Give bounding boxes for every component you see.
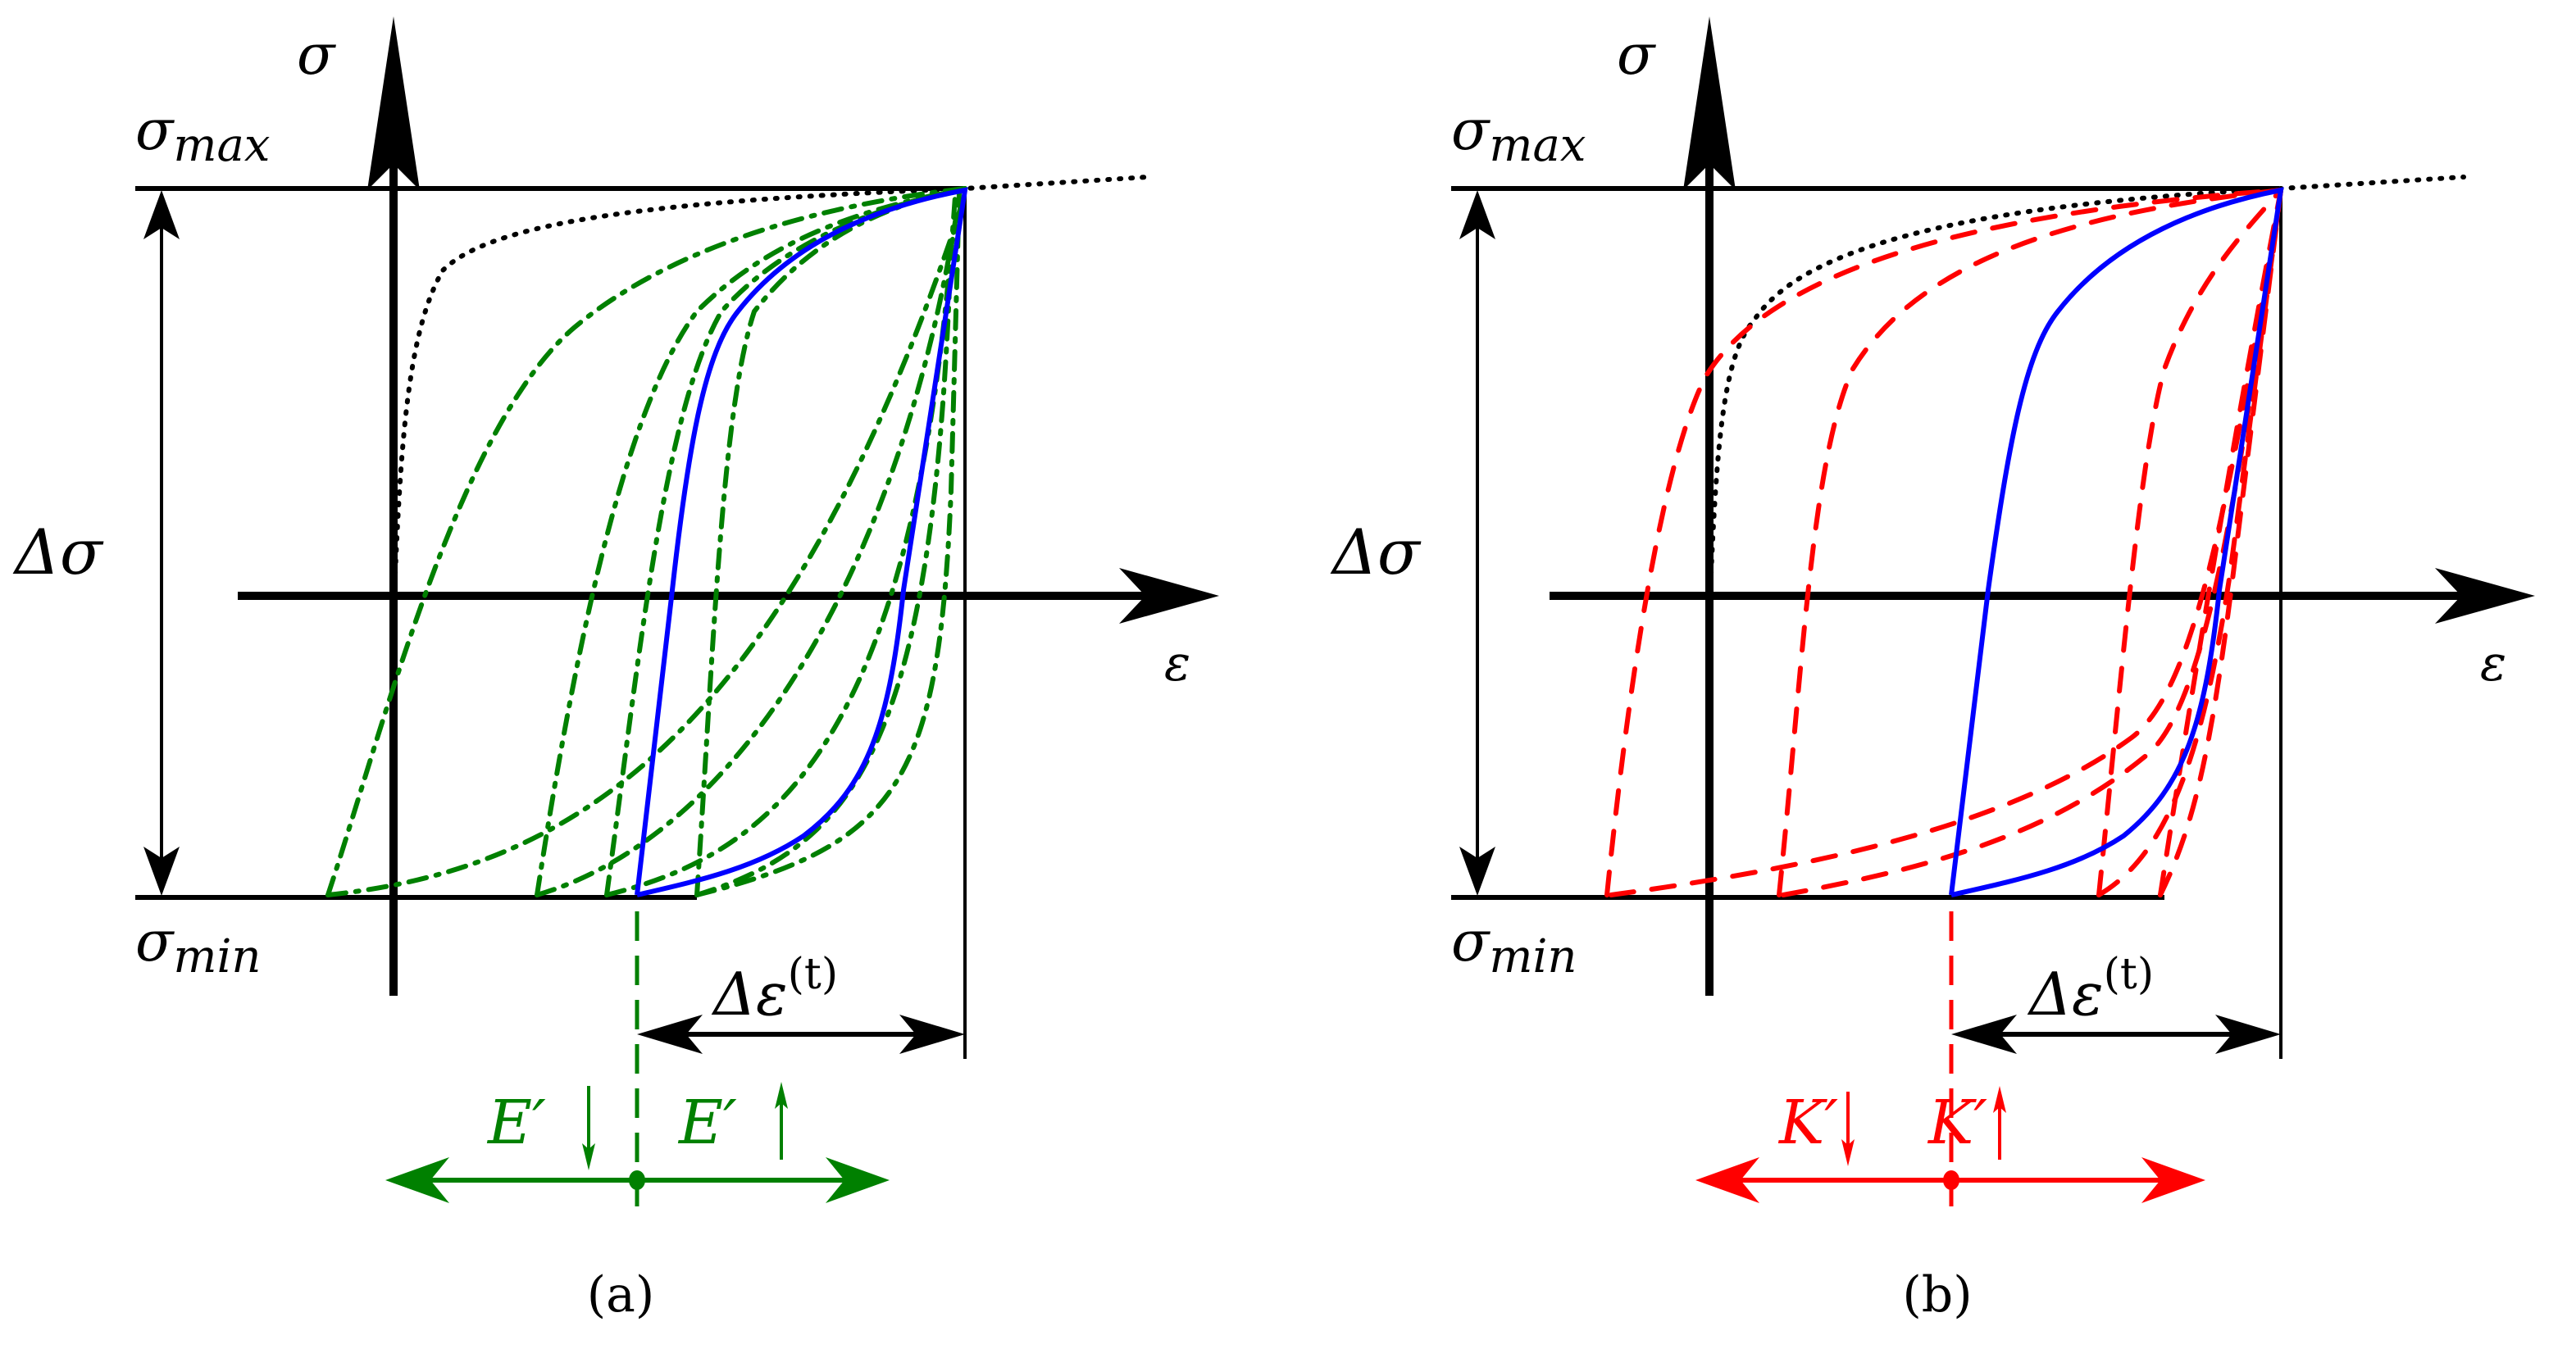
E-prime-increase-arrowhead-icon	[775, 1082, 788, 1109]
E-prime-arrowhead-left-icon	[385, 1157, 449, 1203]
E-prime-decrease-arrowhead-icon	[582, 1143, 595, 1170]
panel-b-caption: (b)	[1902, 1266, 1972, 1324]
varied-K-curves	[1604, 188, 2283, 897]
E-prime-right-label: E′	[677, 1088, 737, 1158]
E-prime-left-label: E′	[486, 1088, 546, 1158]
epsilon-axis-arrowhead-icon	[1119, 568, 1219, 624]
delta-eps-arrowhead-left-icon	[637, 1015, 703, 1054]
sigma-axis-arrowhead-icon	[1683, 16, 1736, 190]
delta-sigma-label: Δσ	[12, 516, 104, 588]
K-prime-arrowhead-right-icon	[2141, 1157, 2205, 1203]
K-prime-right-label: K′	[1927, 1088, 1987, 1158]
epsilon-axis-label: ε	[1164, 635, 1190, 693]
monotonic-curve	[1709, 175, 2466, 576]
sigma-max-label: σmax	[1451, 98, 1586, 172]
panel-a-caption: (a)	[587, 1266, 655, 1324]
K-prime-increase-arrowhead-icon	[1993, 1086, 2006, 1113]
sigma-axis-label: σ	[297, 23, 336, 88]
delta-eps-arrowhead-right-icon	[899, 1015, 965, 1054]
panel-b: σ σmax σmin Δσ ε Δε(t) K′ K′ (b)	[1330, 16, 2535, 1324]
panel-a: σ σmax σmin Δσ ε Δε(t) E′ E′ (a)	[12, 16, 1219, 1324]
monotonic-curve	[393, 175, 1150, 576]
delta-sigma-arrowhead-down-icon	[143, 847, 180, 896]
K-prime-arrowhead-left-icon	[1695, 1157, 1759, 1203]
delta-eps-label: Δε(t)	[711, 950, 838, 1029]
varied-E-curves	[325, 186, 967, 897]
delta-eps-arrowhead-right-icon	[2215, 1015, 2281, 1054]
reference-loop	[1949, 187, 2284, 897]
sigma-axis-arrowhead-icon	[367, 16, 420, 190]
K-prime-origin-dot	[1943, 1170, 1959, 1190]
K-prime-decrease-arrowhead-icon	[1841, 1139, 1855, 1166]
delta-sigma-arrowhead-up-icon	[143, 190, 180, 239]
reference-loop	[635, 187, 968, 897]
sigma-min-label: σmin	[1451, 910, 1577, 983]
K-prime-left-label: K′	[1777, 1088, 1838, 1158]
delta-sigma-arrowhead-down-icon	[1459, 847, 1495, 896]
sigma-axis-label: σ	[1617, 23, 1656, 88]
delta-sigma-arrowhead-up-icon	[1459, 190, 1495, 239]
epsilon-axis-label: ε	[2480, 635, 2506, 693]
delta-eps-label: Δε(t)	[2027, 950, 2154, 1029]
E-prime-arrowhead-right-icon	[826, 1157, 890, 1203]
epsilon-axis-arrowhead-icon	[2435, 568, 2535, 624]
delta-sigma-label: Δσ	[1330, 516, 1422, 588]
delta-eps-arrowhead-left-icon	[1951, 1015, 2017, 1054]
sigma-min-label: σmin	[135, 910, 262, 983]
sigma-max-label: σmax	[135, 98, 271, 172]
E-prime-origin-dot	[629, 1170, 645, 1190]
